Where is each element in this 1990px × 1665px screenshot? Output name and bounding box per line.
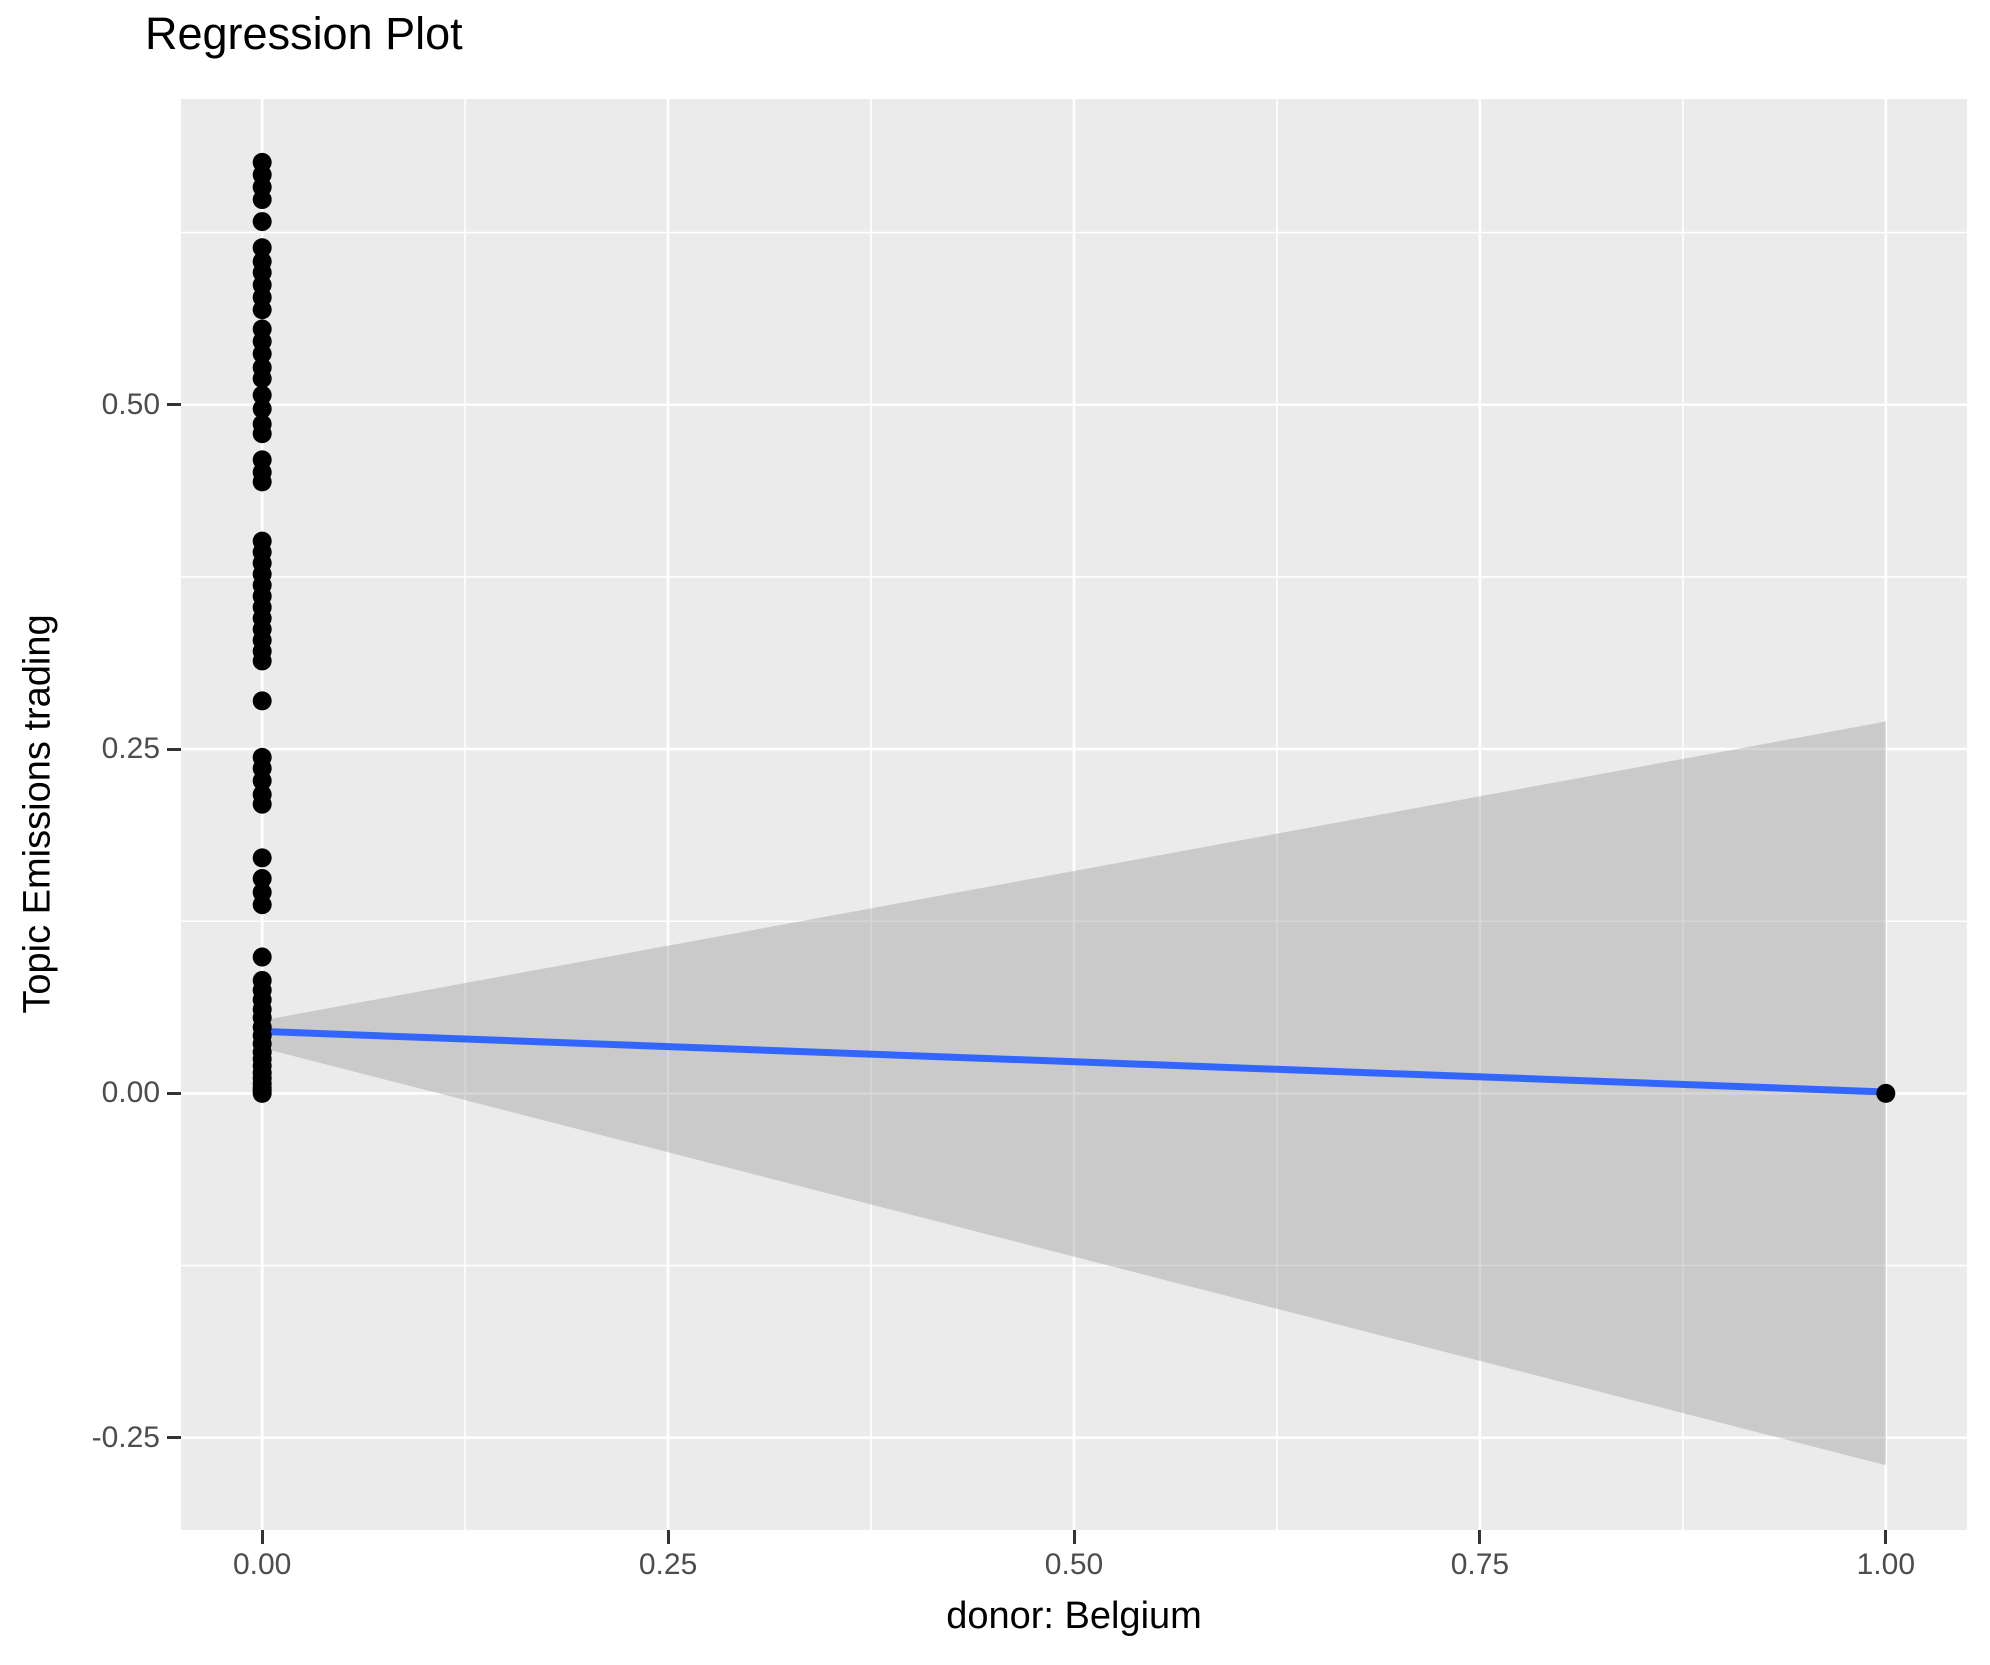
data-point [252, 771, 272, 791]
y-tick-label: -0.25 [91, 1420, 160, 1454]
plot-title: Regression Plot [145, 8, 463, 59]
data-point [252, 399, 272, 419]
data-point [252, 947, 272, 967]
data-point [252, 472, 272, 492]
data-point [252, 300, 272, 320]
regression-line [262, 1027, 1886, 1096]
confidence-band [262, 721, 1886, 1466]
data-point [252, 651, 272, 671]
x-tick-mark [260, 1530, 264, 1544]
x-tick-label: 0.75 [1450, 1548, 1510, 1581]
data-point [252, 212, 272, 232]
data-point [252, 190, 272, 210]
data-point [252, 344, 272, 364]
data-point [252, 238, 272, 258]
data-point [252, 691, 272, 711]
x-tick-label: 0.50 [1044, 1548, 1104, 1581]
data-point [252, 794, 272, 814]
data-point [252, 848, 272, 868]
x-tick-mark [666, 1530, 670, 1544]
y-tick-label: 0.50 [101, 387, 160, 421]
x-tick-mark [1072, 1530, 1076, 1544]
data-point [1876, 1083, 1896, 1103]
y-tick-label: 0.00 [101, 1076, 160, 1110]
data-point [252, 869, 272, 889]
plot-panel [181, 99, 1967, 1530]
x-tick-label: 1.00 [1856, 1548, 1915, 1581]
y-tick-mark [167, 1091, 181, 1095]
y-tick-mark [167, 747, 181, 751]
x-tick-mark [1478, 1530, 1482, 1544]
y-axis-title: Topic Emissions trading [16, 614, 59, 1014]
y-tick-mark [167, 1436, 181, 1440]
data-point [252, 1083, 272, 1103]
data-point [252, 895, 272, 915]
x-tick-label: 0.00 [232, 1548, 292, 1581]
x-tick-label: 0.25 [638, 1548, 698, 1581]
plot-canvas [181, 99, 1967, 1530]
y-tick-label: 0.25 [101, 732, 160, 766]
data-point [252, 424, 272, 444]
data-point [252, 369, 272, 389]
x-axis-title: donor: Belgium [946, 1595, 1202, 1637]
data-point [252, 385, 272, 405]
x-tick-mark [1884, 1530, 1888, 1544]
y-tick-mark [167, 403, 181, 407]
